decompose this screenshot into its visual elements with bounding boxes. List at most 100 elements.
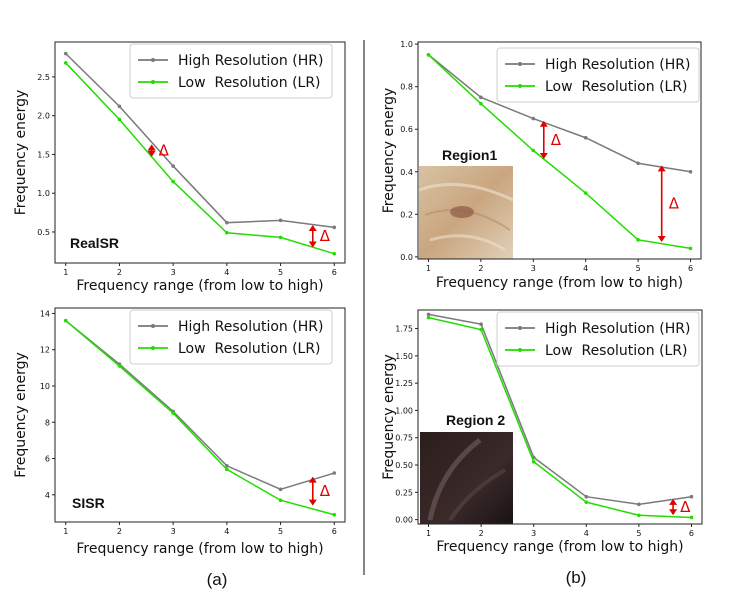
legend-label: Low Resolution (LR) — [545, 343, 688, 359]
chart-panel-region1: 1 2 3 4 5 6 0.0 0.2 0.4 0.6 0.8 1.0 Frequency range … — [381, 40, 702, 291]
x-tick-label: 2 — [117, 268, 122, 277]
data-point-hr — [636, 161, 640, 166]
legend-marker — [151, 80, 155, 84]
y-tick-label: 1.75 — [395, 325, 413, 334]
data-point-hr — [171, 164, 175, 168]
delta-annotation: Δ — [669, 498, 691, 516]
data-point-lr — [117, 117, 122, 122]
y-tick-label: 1.5 — [37, 150, 50, 159]
y-tick-label: 2.0 — [37, 112, 50, 121]
y-tick-label: 10 — [40, 382, 50, 391]
y-axis-title: Frequency energy — [381, 354, 397, 480]
y-tick-label: 0.0 — [400, 253, 413, 262]
delta-arrow-head — [657, 165, 666, 172]
data-point-hr — [426, 312, 431, 317]
data-point-lr — [531, 459, 536, 464]
delta-arrow-head — [657, 235, 666, 242]
x-axis-title: Frequency range (from low to high) — [76, 278, 323, 294]
delta-label: Δ — [669, 195, 680, 213]
series-line-hr — [428, 54, 691, 173]
x-tick-label: 5 — [636, 529, 641, 538]
legend-box — [129, 309, 333, 365]
legend: High Resolution (HR) Low Resolution (LR) — [129, 43, 333, 99]
chart-panel-region2: 1 2 3 4 5 6 0.00 0.25 0.50 0.75 1.00 1.25 1.50 1.75 Fr… — [381, 309, 703, 555]
legend-marker — [518, 326, 522, 330]
delta-arrow-head — [308, 499, 317, 506]
data-point-hr — [479, 322, 483, 326]
y-tick-label: 4 — [45, 491, 50, 500]
region2-image — [420, 432, 513, 524]
y-tick-label: 0.2 — [400, 210, 413, 219]
x-tick-label: 1 — [426, 529, 431, 538]
data-point-lr — [426, 315, 431, 320]
data-point-lr — [531, 148, 536, 153]
delta-arrow-head — [669, 509, 678, 516]
legend-marker — [518, 62, 522, 66]
delta-label: Δ — [320, 482, 331, 500]
y-tick-label: 0.00 — [395, 516, 413, 525]
legend-box — [129, 43, 333, 99]
data-point-hr — [531, 116, 536, 121]
y-tick-label: 1.0 — [37, 189, 50, 198]
data-point-hr — [117, 104, 122, 109]
data-point-lr — [63, 61, 68, 65]
delta-arrow-head — [308, 241, 317, 248]
y-tick-label: 0.25 — [395, 488, 413, 497]
series-line-hr — [65, 320, 335, 491]
panel-label: SISR — [72, 495, 105, 511]
data-point-lr — [426, 52, 431, 57]
delta-arrow-head — [308, 225, 317, 232]
data-point-hr — [637, 502, 641, 507]
legend: High Resolution (HR) Low Resolution (LR) — [129, 309, 333, 365]
x-tick-label: 3 — [531, 264, 536, 273]
legend: High Resolution (HR) Low Resolution (LR) — [496, 47, 700, 103]
y-tick-label: 2.5 — [37, 73, 50, 82]
legend-label: High Resolution (HR) — [178, 319, 323, 335]
legend-label: Low Resolution (LR) — [545, 79, 688, 95]
x-tick-label: 3 — [171, 268, 176, 277]
series-line-hr — [428, 313, 692, 506]
data-point-hr — [278, 487, 283, 492]
delta-arrow-head — [308, 476, 317, 483]
y-tick-label: 1.00 — [395, 406, 413, 415]
delta-annotation: Δ — [657, 165, 680, 242]
legend-box — [496, 47, 700, 103]
y-tick-label: 0.5 — [37, 228, 50, 237]
x-tick-label: 4 — [224, 527, 229, 536]
plot-frame — [417, 309, 703, 525]
y-tick-label: 1.50 — [395, 352, 413, 361]
panel-label: RealSR — [70, 235, 119, 251]
x-tick-label: 4 — [224, 268, 229, 277]
y-tick-label: 0.8 — [400, 83, 413, 92]
data-point-lr — [225, 467, 229, 472]
delta-arrow-head — [147, 144, 156, 151]
delta-label: Δ — [551, 131, 562, 149]
data-point-hr — [584, 494, 589, 499]
delta-annotation: Δ — [308, 225, 331, 248]
data-point-hr — [332, 225, 337, 230]
plot-frame — [417, 41, 702, 260]
data-point-lr — [688, 246, 693, 251]
legend-marker — [151, 346, 155, 350]
legend: High Resolution (HR) Low Resolution (LR) — [496, 311, 700, 367]
data-point-lr — [278, 235, 283, 240]
legend-label: Low Resolution (LR) — [178, 75, 321, 91]
panel-label: Region 2 — [446, 412, 505, 428]
x-tick-label: 4 — [584, 529, 589, 538]
y-tick-label: 12 — [40, 346, 50, 355]
y-tick-label: 1.25 — [395, 379, 413, 388]
x-tick-label: 3 — [531, 529, 536, 538]
legend-label: High Resolution (HR) — [545, 321, 690, 337]
caption-a: (a) — [207, 570, 228, 589]
legend-marker — [518, 348, 522, 352]
y-tick-label: 0.4 — [400, 168, 413, 177]
data-point-hr — [688, 169, 693, 174]
chart-panel-realsr: 1 2 3 4 5 6 0.5 1.0 1.5 2.0 2.5 Frequency range (fr… — [13, 41, 346, 294]
x-axis-title: Frequency range (from low to high) — [436, 275, 683, 291]
delta-arrow-head — [539, 120, 548, 127]
x-tick-label: 6 — [689, 529, 694, 538]
data-point-lr — [583, 191, 588, 195]
data-point-hr — [583, 135, 588, 140]
data-point-hr — [225, 220, 229, 225]
